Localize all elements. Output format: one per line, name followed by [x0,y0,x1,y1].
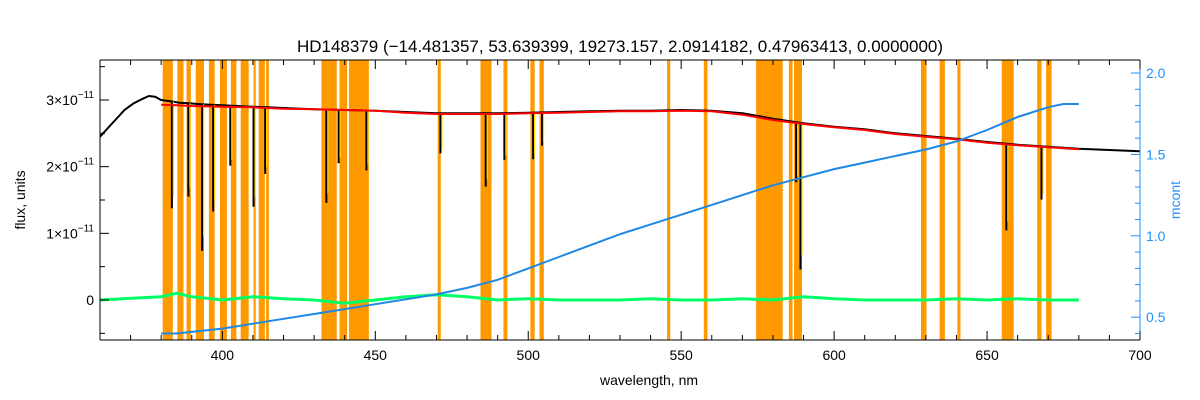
y-right-tick-label: 1.5 [1146,146,1166,162]
masked-band [240,60,249,340]
masked-band [920,60,927,340]
spectrum-lines [99,94,1141,335]
masked-band [788,60,793,340]
series-line-mcont [161,103,1079,335]
y-right-tick-label: 2.0 [1146,65,1166,81]
masked-band [339,60,348,340]
masked-band [266,60,269,340]
y-axis-right-label: mcont [1167,181,1183,219]
masked-band [703,60,708,340]
masked-band [253,60,256,340]
masked-bands [162,60,1052,340]
masked-band [667,60,671,340]
masked-band [794,60,802,340]
series-line-residual [99,291,1079,305]
masked-band [1037,60,1042,340]
masked-band [437,60,441,340]
y-tick-label: 3×10−11 [46,90,94,108]
masked-band [348,60,369,340]
x-axis-label: wavelength, nm [599,372,698,388]
masked-band [186,60,191,340]
x-tick-label: 500 [517,347,541,363]
masked-band [177,60,184,340]
masked-band [321,60,337,340]
masked-band [957,60,961,340]
y-tick-label: 0 [86,292,94,308]
axes: 400 450 500 550 600 650 700 0 1×10−11 2×10−11 3×10… [46,59,1166,363]
plot-title: HD148379 (−14.481357, 53.639399, 19273.1… [297,37,943,56]
x-tick-label: 700 [1128,347,1152,363]
masked-band [530,60,535,340]
masked-band [230,60,237,340]
masked-band [195,60,204,340]
masked-band [939,60,945,340]
x-tick-label: 400 [211,347,235,363]
y-axis-label: flux, units [12,170,28,229]
y-tick-label: 1×10−11 [46,223,94,241]
x-tick-label: 450 [364,347,388,363]
masked-band [258,60,265,340]
x-tick-label: 600 [822,347,846,363]
y-tick-label: 2×10−11 [46,157,94,175]
masked-band [1046,60,1052,340]
x-tick-label: 650 [975,347,999,363]
masked-band [208,60,215,340]
masked-band [162,60,173,340]
series-line-model [161,103,1079,151]
masked-band [539,60,544,340]
y-right-tick-label: 0.5 [1146,309,1166,325]
masked-band [756,60,783,340]
y-right-tick-label: 1.0 [1146,228,1166,244]
masked-band [480,60,492,340]
masked-band [219,60,227,340]
masked-band [503,60,508,340]
x-tick-label: 550 [669,347,693,363]
